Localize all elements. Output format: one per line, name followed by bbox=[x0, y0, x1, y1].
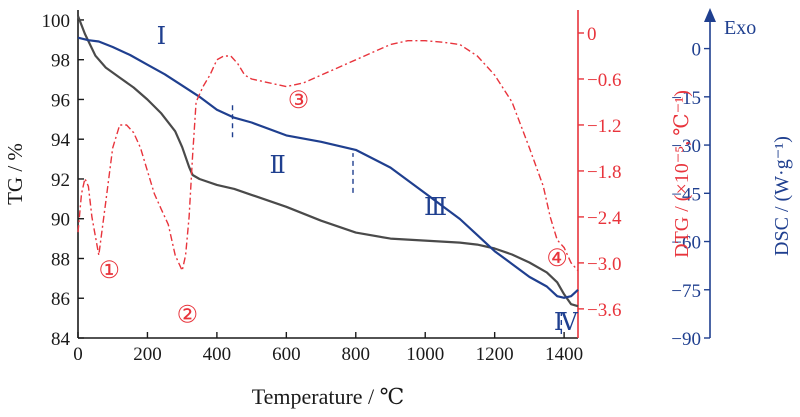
dsc-tick-label: −90 bbox=[671, 329, 701, 350]
dtg-tick-label: −3.0 bbox=[587, 254, 621, 275]
x-tick-label: 0 bbox=[73, 344, 83, 365]
x-tick-label: 200 bbox=[133, 344, 162, 365]
dsc-curve bbox=[77, 36, 579, 299]
tg-tick-label: 88 bbox=[51, 249, 70, 270]
dtg-axis-title: DTG / (×10⁻⁵, ℃⁻¹) bbox=[671, 90, 693, 258]
dtg-tick-label: 0 bbox=[587, 24, 597, 45]
tg-axis-title: TG / % bbox=[3, 143, 27, 205]
dsc-tick-label: −30 bbox=[671, 136, 701, 157]
tg-tick-label: 94 bbox=[51, 130, 71, 151]
tg-tick-label: 92 bbox=[51, 170, 70, 191]
exo-arrow-icon bbox=[704, 8, 716, 22]
tg-tick-label: 98 bbox=[51, 51, 70, 72]
annotation-label: Ⅱ bbox=[269, 153, 285, 179]
x-tick-label: 800 bbox=[342, 344, 371, 365]
dtg-tick-label: −3.6 bbox=[587, 300, 621, 321]
annotation-label: ③ bbox=[288, 88, 310, 114]
annotation-label: Ⅰ bbox=[157, 24, 166, 50]
annotation-label: Ⅲ bbox=[424, 195, 447, 221]
dsc-tick-label: −60 bbox=[671, 233, 701, 254]
annotation-label: Ⅳ bbox=[554, 310, 579, 336]
dtg-tick-label: −1.2 bbox=[587, 116, 621, 137]
x-tick-label: 400 bbox=[203, 344, 232, 365]
tg-curve bbox=[76, 15, 579, 308]
x-axis-title: Temperature / ℃ bbox=[252, 384, 405, 409]
tg-tick-label: 96 bbox=[51, 90, 70, 111]
dsc-tick-label: −15 bbox=[671, 88, 701, 109]
dtg-curve bbox=[77, 40, 579, 272]
tg-tick-label: 90 bbox=[51, 210, 70, 231]
dtg-tick-label: −2.4 bbox=[587, 208, 622, 229]
tg-tick-label: 100 bbox=[42, 11, 71, 32]
x-tick-label: 1400 bbox=[545, 344, 583, 365]
annotation-label: ④ bbox=[546, 246, 568, 272]
exo-label: Exo bbox=[724, 17, 756, 39]
x-tick-label: 1200 bbox=[476, 344, 514, 365]
dsc-tick-label: −75 bbox=[671, 281, 701, 302]
tg-tick-label: 86 bbox=[51, 289, 70, 310]
x-tick-label: 600 bbox=[272, 344, 301, 365]
dtg-tick-label: −0.6 bbox=[587, 70, 621, 91]
x-tick-label: 1000 bbox=[406, 344, 444, 365]
tg-tick-label: 84 bbox=[51, 329, 71, 350]
annotation-label: ① bbox=[98, 258, 120, 284]
dsc-axis-title: DSC / (W·g⁻¹) bbox=[771, 136, 793, 256]
dsc-tick-label: −45 bbox=[671, 184, 701, 205]
dsc-tick-label: 0 bbox=[692, 40, 702, 61]
annotation-label: ② bbox=[177, 303, 199, 329]
dtg-tick-label: −1.8 bbox=[587, 162, 621, 183]
